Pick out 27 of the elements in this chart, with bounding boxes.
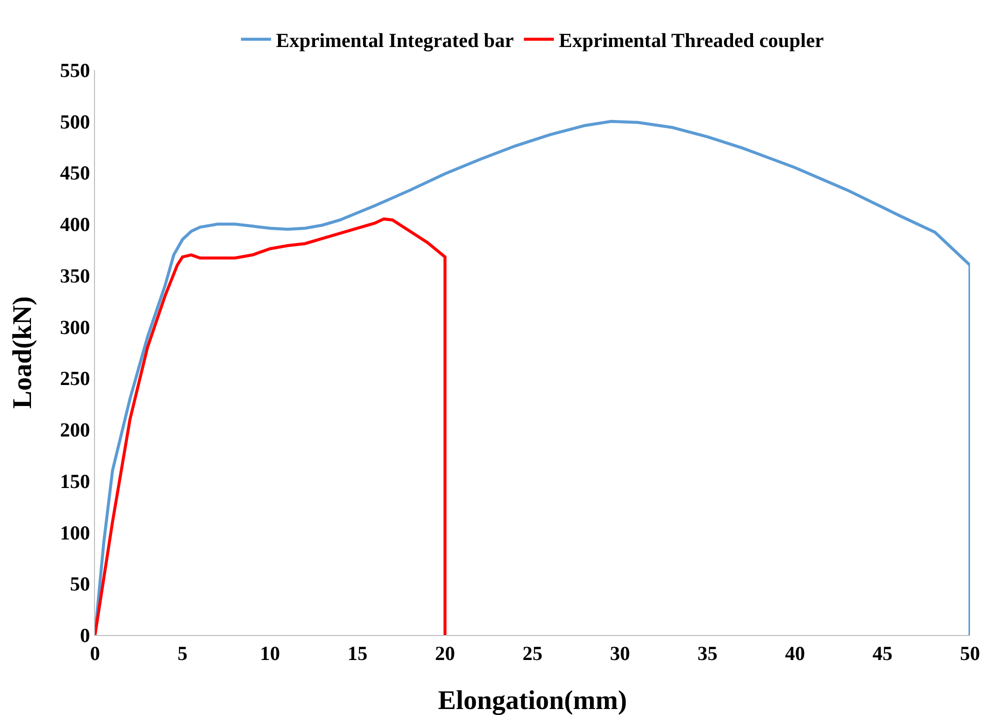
y-axis-title: Load(kN) bbox=[7, 296, 37, 409]
x-tick-label: 35 bbox=[698, 643, 718, 665]
x-tick-label: 20 bbox=[435, 643, 455, 665]
x-tick-label: 50 bbox=[960, 643, 980, 665]
y-tick-label: 300 bbox=[60, 316, 90, 339]
x-tick-label: 45 bbox=[872, 643, 892, 665]
y-tick-label: 0 bbox=[80, 625, 90, 647]
x-tick-label: 5 bbox=[178, 643, 188, 665]
y-tick-label: 150 bbox=[60, 470, 90, 493]
x-tick-label: 10 bbox=[260, 643, 280, 665]
y-tick-label: 400 bbox=[60, 214, 90, 236]
y-tick-label: 200 bbox=[60, 420, 90, 442]
legend-label: Exprimental Threaded coupler bbox=[558, 30, 824, 52]
x-tick-label: 30 bbox=[610, 643, 630, 665]
x-tick-label: 25 bbox=[522, 643, 542, 665]
y-tick-label: 350 bbox=[60, 265, 90, 288]
y-tick-label: 500 bbox=[60, 111, 90, 134]
x-axis-title: Elongation(mm) bbox=[438, 685, 627, 715]
x-tick-label: 15 bbox=[348, 643, 368, 665]
line-series bbox=[95, 217, 446, 635]
y-tick-label: 100 bbox=[60, 522, 90, 544]
x-tick-label: 40 bbox=[785, 643, 805, 665]
y-tick-label: 550 bbox=[60, 60, 90, 82]
legend-label: Exprimental Integrated bar bbox=[276, 30, 514, 52]
y-tick-label: 50 bbox=[70, 574, 90, 596]
y-tick-label: 450 bbox=[60, 162, 90, 185]
y-tick-label: 250 bbox=[60, 368, 90, 390]
